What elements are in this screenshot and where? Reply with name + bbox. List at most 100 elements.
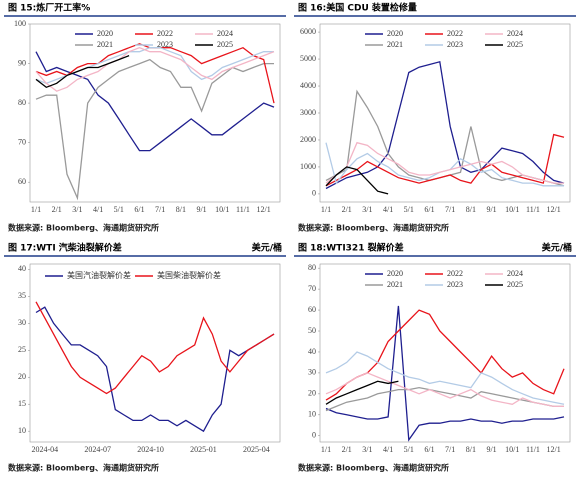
x-tick-label: 11/1 bbox=[236, 205, 250, 214]
x-tick-label: 4/1 bbox=[93, 205, 103, 214]
y-tick-label: 30 bbox=[308, 368, 316, 377]
legend-label: 2022 bbox=[447, 29, 463, 38]
x-tick-label: 10/1 bbox=[215, 205, 229, 214]
y-tick-label: 35 bbox=[18, 291, 26, 300]
legend-label: 2021 bbox=[387, 280, 403, 289]
series-line bbox=[325, 380, 399, 405]
x-tick-label: 7/1 bbox=[445, 205, 455, 214]
y-tick-label: 3000 bbox=[300, 108, 316, 117]
legend-label: 2020 bbox=[97, 29, 113, 38]
series-line bbox=[325, 133, 565, 187]
series-group bbox=[325, 60, 565, 195]
y-tick-label: 0 bbox=[312, 189, 316, 198]
x-tick-label: 12/1 bbox=[547, 445, 561, 454]
y-tick-label: 40 bbox=[308, 347, 316, 356]
legend-label: 2023 bbox=[447, 40, 463, 49]
plot-frame bbox=[319, 263, 571, 443]
x-tick-label: 12/1 bbox=[257, 205, 271, 214]
x-tick-label: 2/1 bbox=[342, 445, 352, 454]
x-tick-label: 2025-01 bbox=[190, 445, 217, 454]
legend-label: 2021 bbox=[97, 40, 113, 49]
x-tick-label: 8/1 bbox=[176, 205, 186, 214]
legend-label: 2024 bbox=[507, 29, 523, 38]
panel-title: 图 15:炼厂开工率% bbox=[8, 2, 90, 14]
y-tick-label: 60 bbox=[18, 177, 26, 186]
legend-label: 2020 bbox=[387, 269, 403, 278]
x-tick-label: 5/1 bbox=[404, 445, 414, 454]
legend-label: 2025 bbox=[217, 40, 233, 49]
legend-label: 2022 bbox=[157, 29, 173, 38]
x-tick-label: 2025-04 bbox=[243, 445, 270, 454]
x-tick-label: 3/1 bbox=[362, 205, 372, 214]
panel-title: 图 17:WTI 汽柴油裂解价差 bbox=[8, 242, 122, 254]
legend-label: 2024 bbox=[217, 29, 233, 38]
series-line bbox=[35, 47, 275, 92]
unit-label: 美元/桶 bbox=[252, 242, 282, 254]
y-tick-label: 10 bbox=[308, 410, 316, 419]
series-line bbox=[325, 60, 565, 190]
legend-label: 2022 bbox=[447, 269, 463, 278]
series-line bbox=[35, 51, 275, 152]
source-note: 数据来源: Bloomberg、海通期货研究所 bbox=[298, 463, 449, 473]
panel-title: 图 16:美国 CDU 装置检修量 bbox=[298, 2, 417, 14]
x-tick-label: 8/1 bbox=[466, 205, 476, 214]
y-tick-label: 0 bbox=[312, 431, 316, 440]
series-group bbox=[35, 43, 275, 201]
y-tick-label: 70 bbox=[18, 137, 26, 146]
y-tick-label: 80 bbox=[18, 98, 26, 107]
panel-title: 图 18:WTI321 裂解价差 bbox=[298, 242, 404, 254]
x-tick-label: 4/1 bbox=[383, 205, 393, 214]
y-tick-label: 20 bbox=[308, 389, 316, 398]
x-tick-label: 6/1 bbox=[424, 445, 434, 454]
panel: 图 15:炼厂开工率% 数据来源: Bloomberg、海通期货研究所 60 70 80… bbox=[4, 2, 286, 233]
series-line bbox=[325, 89, 565, 187]
x-tick-label: 3/1 bbox=[72, 205, 82, 214]
x-tick-label: 10/1 bbox=[505, 445, 519, 454]
legend-label: 2021 bbox=[387, 40, 403, 49]
x-tick-label: 3/1 bbox=[362, 445, 372, 454]
x-tick-label: 9/1 bbox=[196, 205, 206, 214]
source-note: 数据来源: Bloomberg、海通期货研究所 bbox=[8, 223, 159, 233]
y-tick-label: 90 bbox=[18, 58, 26, 67]
legend-label: 美国柴油裂解价差 bbox=[157, 270, 221, 280]
y-tick-label: 6000 bbox=[300, 27, 316, 36]
x-tick-label: 2/1 bbox=[342, 205, 352, 214]
legend-label: 2020 bbox=[387, 29, 403, 38]
x-tick-label: 6/1 bbox=[424, 205, 434, 214]
series-group bbox=[325, 305, 565, 442]
series-line bbox=[325, 141, 564, 184]
series-line bbox=[325, 372, 564, 408]
x-tick-label: 8/1 bbox=[466, 445, 476, 454]
series-line bbox=[325, 166, 389, 195]
x-tick-label: 10/1 bbox=[505, 205, 519, 214]
y-tick-label: 10 bbox=[18, 426, 26, 435]
x-tick-label: 11/1 bbox=[526, 205, 540, 214]
y-tick-label: 4000 bbox=[300, 81, 316, 90]
legend-label: 2025 bbox=[507, 40, 523, 49]
y-tick-label: 100 bbox=[14, 19, 26, 28]
series-line bbox=[35, 301, 275, 395]
series-group bbox=[35, 301, 275, 433]
series-line bbox=[35, 306, 275, 433]
y-tick-label: 20 bbox=[18, 372, 26, 381]
y-tick-label: 25 bbox=[18, 345, 26, 354]
y-tick-label: 5000 bbox=[300, 54, 316, 63]
plot-frame bbox=[29, 23, 281, 203]
x-tick-label: 2/1 bbox=[52, 205, 62, 214]
series-line bbox=[325, 386, 564, 412]
y-tick-label: 2000 bbox=[300, 135, 316, 144]
x-tick-label: 6/1 bbox=[134, 205, 144, 214]
x-tick-label: 5/1 bbox=[404, 205, 414, 214]
y-tick-label: 1000 bbox=[300, 162, 316, 171]
x-tick-label: 1/1 bbox=[321, 205, 331, 214]
series-line bbox=[35, 54, 130, 89]
x-tick-label: 9/1 bbox=[486, 445, 496, 454]
y-tick-label: 80 bbox=[308, 263, 316, 272]
series-line bbox=[325, 305, 565, 442]
x-tick-label: 7/1 bbox=[155, 205, 165, 214]
series-line bbox=[325, 309, 565, 401]
